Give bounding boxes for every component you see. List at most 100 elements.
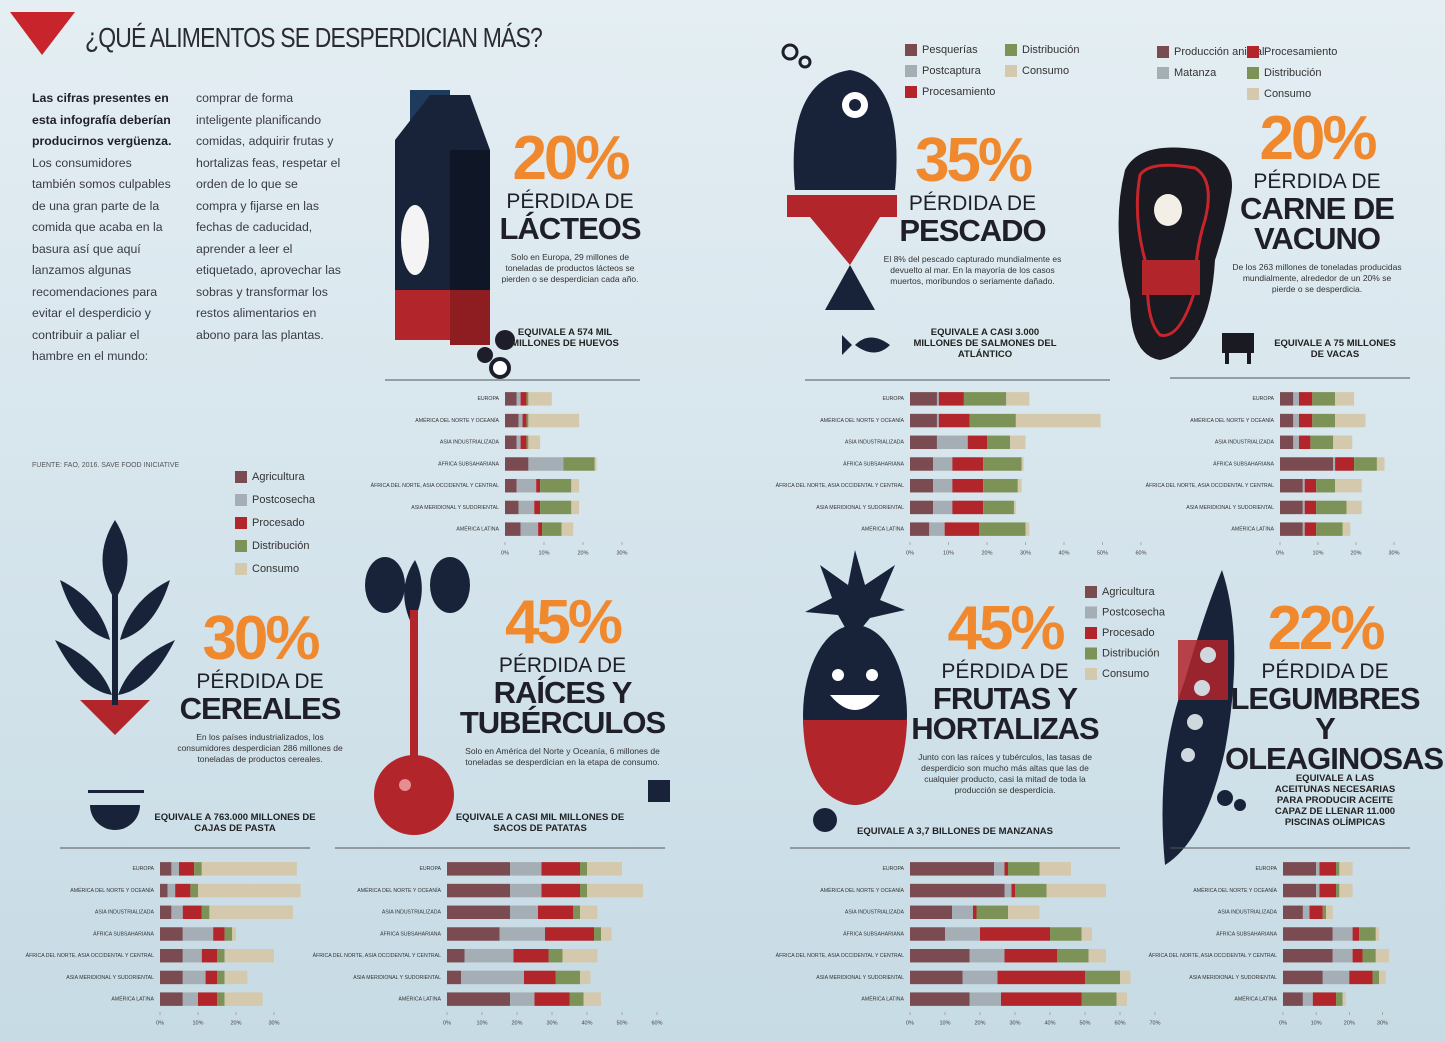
- intro-text: Las cifras presentes en esta infografía …: [32, 88, 342, 368]
- bar-segment: [201, 862, 297, 876]
- bar-segment: [447, 927, 500, 941]
- x-tick-label: 20%: [974, 1020, 985, 1026]
- legend-swatch: [905, 65, 917, 77]
- bar-segment: [540, 500, 572, 515]
- x-tick-label: 40%: [1058, 550, 1069, 556]
- bar-segment: [1088, 948, 1106, 963]
- bar-segment: [518, 500, 535, 515]
- x-tick-label: 0%: [156, 1020, 164, 1026]
- region-label: ASIA INDUSTRIALIZADA: [1215, 440, 1275, 446]
- x-tick-label: 10%: [943, 550, 954, 556]
- loss-label: PÉRDIDA DE: [908, 192, 1037, 215]
- x-tick-label: 20%: [230, 1020, 241, 1026]
- bar-segment: [224, 927, 233, 941]
- region-label: ASIA MERIDIONAL Y SUDORIENTAL: [816, 505, 904, 511]
- region-label: ÁFRICA SUBSAHARIANA: [438, 460, 499, 467]
- legend-label: Postcosecha: [252, 494, 316, 506]
- bar-segment: [1006, 392, 1030, 406]
- legend-label: Procesado: [252, 517, 305, 529]
- bar-segment: [555, 970, 580, 985]
- bar-segment: [571, 500, 580, 515]
- region-label: EUROPA: [477, 396, 499, 402]
- bar-segment: [969, 948, 1005, 963]
- bar-segment: [1316, 522, 1343, 536]
- bar-segment: [198, 992, 217, 1006]
- bar-segment: [936, 435, 968, 450]
- legend-label: Distribución: [252, 540, 309, 552]
- bar-segment: [1283, 948, 1333, 963]
- bar-segment: [1081, 927, 1092, 941]
- loss-percent: 35%: [914, 126, 1033, 195]
- legend-label: Agricultura: [252, 471, 305, 483]
- section-description: El 8% del pescado capturado mundialmente…: [883, 254, 1062, 286]
- equivalence-note: EQUIVALE A 763.000 MILLONES DE CAJAS DE …: [154, 812, 316, 834]
- bar-segment: [217, 948, 225, 963]
- page-title: ¿QUÉ ALIMENTOS SE DESPERDICIAN MÁS?: [85, 22, 543, 53]
- bar-segment: [526, 392, 529, 406]
- bar-segment: [534, 500, 541, 515]
- legend-label: Distribución: [1022, 44, 1079, 56]
- loss-percent: 45%: [504, 588, 623, 657]
- x-tick-label: 50%: [616, 1020, 627, 1026]
- bar-segment: [447, 862, 510, 876]
- bar-segment: [505, 457, 529, 471]
- bar-segment: [1339, 883, 1353, 898]
- section-description: En los países industrializados, los cons…: [177, 732, 343, 764]
- intro-body: Los consumidores también somos culpables…: [32, 91, 341, 363]
- x-tick-label: 10%: [476, 1020, 487, 1026]
- bar-segment: [516, 478, 537, 493]
- x-tick-label: 10%: [192, 1020, 203, 1026]
- loss-label: PÉRDIDA DE: [941, 660, 1069, 683]
- bar-segment: [1046, 883, 1106, 898]
- x-tick-label: 50%: [1097, 550, 1108, 556]
- region-label: ÁFRICA DEL NORTE, ASIA OCCIDENTAL Y CENT…: [313, 952, 441, 959]
- legend-label: Consumo: [252, 563, 299, 575]
- legend-swatch: [235, 471, 247, 483]
- bar-segment: [1280, 435, 1294, 450]
- bar-segment: [1280, 457, 1334, 471]
- bar-segment: [952, 500, 984, 515]
- bar-segment: [1015, 883, 1047, 898]
- bar-segment: [499, 927, 545, 941]
- bar-segment: [1293, 435, 1299, 450]
- bar-segment: [1039, 862, 1071, 876]
- section-description: Junto con las raíces y tubérculos, las t…: [918, 752, 1092, 795]
- bar-segment: [1352, 948, 1363, 963]
- bar-segment: [952, 457, 984, 471]
- x-tick-label: 10%: [939, 1020, 950, 1026]
- bar-segment: [520, 392, 527, 406]
- bar-segment: [1310, 435, 1334, 450]
- bar-segment: [526, 435, 529, 450]
- region-label: ÁFRICA DEL NORTE, ASIA OCCIDENTAL Y CENT…: [1146, 482, 1274, 489]
- loss-percent: 20%: [1259, 104, 1377, 173]
- legend-swatch: [1247, 67, 1259, 79]
- bar-segment: [224, 948, 274, 963]
- bar-segment: [447, 948, 465, 963]
- bar-segment: [561, 522, 574, 536]
- bar-segment: [987, 435, 1011, 450]
- bar-segment: [160, 927, 183, 941]
- x-tick-label: 50%: [1079, 1020, 1090, 1026]
- region-label: AMÉRICA DEL NORTE Y OCEANÍA: [1190, 417, 1274, 424]
- x-tick-label: 60%: [1114, 1020, 1125, 1026]
- x-tick-label: 20%: [981, 550, 992, 556]
- bar-segment: [1316, 883, 1320, 898]
- bar-segment: [1335, 392, 1355, 406]
- bar-segment: [542, 522, 562, 536]
- root-illustration: [365, 557, 670, 835]
- bar-segment: [1335, 413, 1366, 428]
- bar-segment: [969, 992, 1001, 1006]
- bar-segment: [520, 435, 527, 450]
- legend-swatch: [1005, 65, 1017, 77]
- bar-segment: [1312, 392, 1336, 406]
- bar-segment: [962, 970, 998, 985]
- legend-label: Producción animal: [1174, 46, 1265, 58]
- bar-segment: [1280, 478, 1303, 493]
- loss-label: PÉRDIDA DE: [1261, 660, 1389, 683]
- bar-segment: [1302, 905, 1310, 920]
- food-name: RAÍCES Y TUBÉRCULOS: [459, 675, 666, 740]
- region-label: AMÉRICA DEL NORTE Y OCEANÍA: [357, 887, 441, 894]
- bar-segment: [1372, 970, 1380, 985]
